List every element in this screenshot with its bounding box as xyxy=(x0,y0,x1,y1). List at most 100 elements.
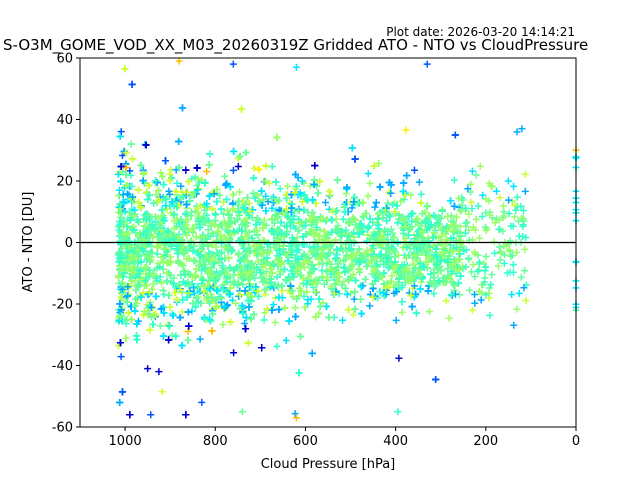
data-point xyxy=(157,169,165,177)
data-point xyxy=(221,172,229,180)
data-point xyxy=(450,176,458,184)
data-point xyxy=(251,289,259,297)
data-point xyxy=(147,411,155,419)
data-point xyxy=(214,227,222,235)
data-point xyxy=(410,166,418,174)
data-point xyxy=(150,199,158,207)
data-point xyxy=(268,204,276,212)
data-point xyxy=(236,188,244,196)
data-point xyxy=(350,295,358,303)
data-point xyxy=(234,162,242,170)
data-point xyxy=(269,301,277,309)
data-point xyxy=(320,280,328,288)
data-point xyxy=(158,388,166,396)
data-point xyxy=(276,185,284,193)
data-point xyxy=(300,292,308,300)
data-point xyxy=(184,327,192,335)
data-point xyxy=(136,292,144,300)
data-point xyxy=(398,281,406,289)
data-point xyxy=(165,187,173,195)
data-point xyxy=(203,211,211,219)
data-point xyxy=(241,319,249,327)
data-point xyxy=(163,277,171,285)
data-point xyxy=(347,289,355,297)
data-point xyxy=(284,182,292,190)
data-point xyxy=(445,314,453,322)
data-point xyxy=(205,249,213,257)
data-point xyxy=(318,267,326,275)
data-point xyxy=(156,322,164,330)
data-point xyxy=(340,257,348,265)
data-point xyxy=(384,231,392,239)
data-point xyxy=(291,410,299,418)
data-point xyxy=(126,167,134,175)
data-point xyxy=(166,190,174,198)
data-point xyxy=(414,214,422,222)
data-point xyxy=(366,179,374,187)
data-point xyxy=(154,259,162,267)
data-point xyxy=(430,290,438,298)
data-point xyxy=(152,191,160,199)
data-point xyxy=(179,261,187,269)
data-point xyxy=(153,250,161,258)
data-point xyxy=(117,353,125,361)
data-point xyxy=(282,337,290,345)
data-point xyxy=(359,282,367,290)
data-point xyxy=(122,320,130,328)
data-point xyxy=(190,284,198,292)
data-point xyxy=(131,295,139,303)
data-point xyxy=(235,292,243,300)
data-point xyxy=(371,203,379,211)
data-point xyxy=(265,179,273,187)
data-point xyxy=(219,321,227,329)
data-point xyxy=(345,277,353,285)
data-point xyxy=(369,242,377,250)
data-point xyxy=(220,210,228,218)
data-point xyxy=(348,204,356,212)
data-point xyxy=(363,237,371,245)
data-point xyxy=(273,342,281,350)
data-point xyxy=(115,192,123,200)
data-point xyxy=(119,152,127,160)
data-point xyxy=(415,178,423,186)
data-point xyxy=(312,223,320,231)
data-point xyxy=(417,190,425,198)
data-point xyxy=(229,166,237,174)
data-point xyxy=(173,179,181,187)
data-point xyxy=(291,304,299,312)
data-point xyxy=(349,311,357,319)
data-point xyxy=(395,354,403,362)
data-point xyxy=(442,297,450,305)
data-point xyxy=(410,282,418,290)
data-point xyxy=(178,308,186,316)
data-point xyxy=(232,299,240,307)
data-point xyxy=(392,316,400,324)
data-point xyxy=(389,229,397,237)
data-point xyxy=(322,198,330,206)
data-point xyxy=(364,170,372,178)
data-point xyxy=(306,182,314,190)
data-point xyxy=(164,321,172,329)
data-point xyxy=(450,286,458,294)
data-point xyxy=(350,215,358,223)
data-point xyxy=(402,126,410,134)
data-point xyxy=(117,128,125,136)
data-point xyxy=(304,300,312,308)
data-point xyxy=(127,171,135,179)
data-point xyxy=(260,216,268,224)
data-point xyxy=(417,278,425,286)
data-point xyxy=(280,238,288,246)
data-point xyxy=(250,164,258,172)
data-point xyxy=(339,215,347,223)
data-point xyxy=(271,319,279,327)
data-point xyxy=(114,170,122,178)
data-point xyxy=(268,163,276,171)
data-point xyxy=(230,349,238,357)
data-point xyxy=(384,199,392,207)
data-point xyxy=(325,205,333,213)
data-point xyxy=(375,159,383,167)
data-point xyxy=(260,316,268,324)
data-point xyxy=(339,316,347,324)
data-point xyxy=(366,302,374,310)
